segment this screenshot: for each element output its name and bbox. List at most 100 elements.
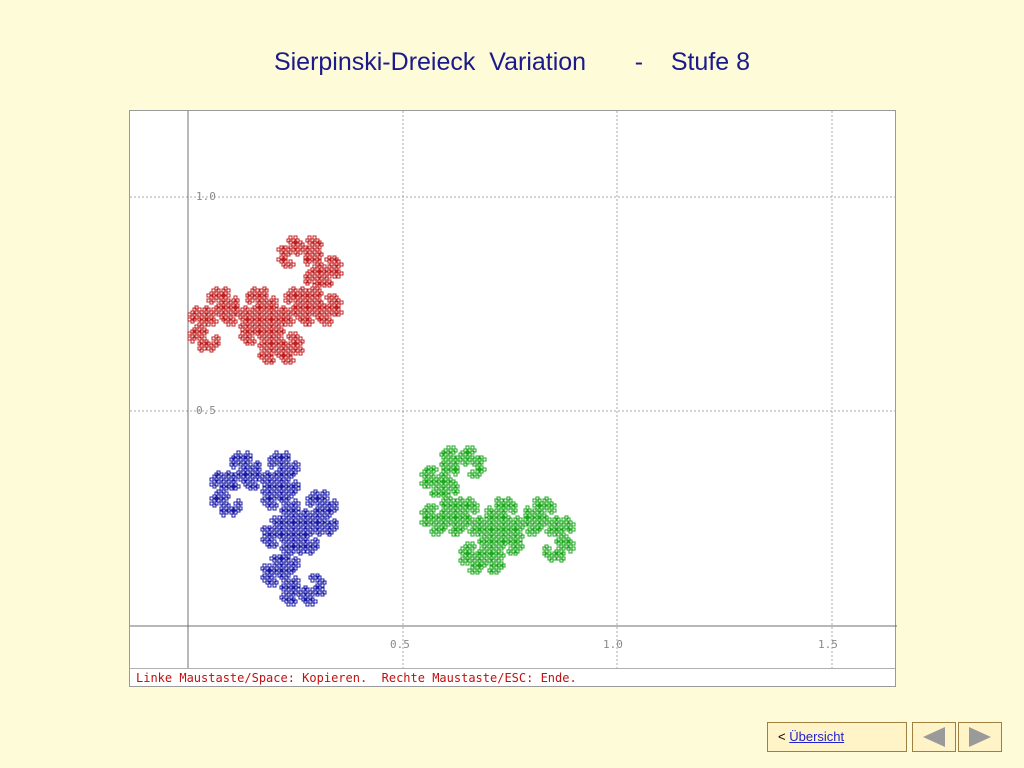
fractal-cell [431, 508, 436, 513]
fractal-cell [431, 465, 436, 470]
fractal-cell [319, 271, 324, 276]
fractal-cell [279, 250, 284, 255]
fractal-cell [274, 570, 279, 575]
fractal-cell [334, 501, 339, 506]
back-prefix: < [778, 729, 786, 744]
fractal-cell [501, 534, 506, 539]
fractal-cell [322, 508, 327, 513]
fractal-cell [327, 255, 332, 260]
fractal-green-part [419, 445, 576, 575]
fractal-cell [439, 520, 444, 525]
fractal-cell [339, 300, 344, 305]
fractal-cell [484, 508, 489, 513]
fractal-cell [231, 322, 236, 327]
fractal-cell [224, 510, 229, 515]
x-tick-label-10: 1.0 [603, 638, 623, 651]
fractal-cell [467, 558, 472, 563]
fractal-cell [262, 358, 267, 363]
fractal-cell [281, 510, 286, 515]
fractal-cell [211, 322, 216, 327]
fractal-cell [226, 322, 231, 327]
fractal-cell [281, 453, 286, 458]
fractal-cell [219, 300, 224, 305]
fractal-cell [286, 462, 291, 467]
fractal-cell [296, 467, 301, 472]
fractal-cell [451, 445, 456, 450]
axes [130, 111, 897, 668]
fractal-cell [571, 522, 576, 527]
fractal-cell [219, 510, 224, 515]
fractal-cell [479, 455, 484, 460]
fractal-cell [487, 549, 492, 554]
fractal-cell [470, 565, 475, 570]
fractal-cell [211, 336, 216, 341]
fractal-cell [470, 570, 475, 575]
fractal-cell [305, 501, 310, 506]
triangle-left-icon [923, 727, 945, 747]
fractal-cell [310, 602, 315, 607]
fractal-cell [479, 541, 484, 546]
fractal-cell [307, 303, 312, 308]
fractal-cell [250, 341, 255, 346]
fractal-cell [451, 489, 456, 494]
fractal-cell [250, 288, 255, 293]
fractal-cell [240, 322, 245, 327]
fractal-cell [187, 336, 192, 341]
fractal-cell [274, 479, 279, 484]
fractal-red-part [187, 235, 344, 365]
fractal-cell [293, 575, 298, 580]
page-title: Sierpinski-Dreieck Variation - Stufe 8 [273, 48, 751, 76]
previous-slide-button[interactable] [912, 722, 956, 752]
fractal-cell [419, 510, 424, 515]
fractal-cell [334, 520, 339, 525]
fractal-cell [296, 486, 301, 491]
fractal-cell [322, 498, 327, 503]
fractal-cell [336, 274, 341, 279]
fractal-cell [508, 498, 513, 503]
fractal-cell [269, 537, 274, 542]
fractal-cell [487, 529, 492, 534]
fractal-cell [499, 561, 504, 566]
fractal-cell [284, 470, 289, 475]
fractal-cell [271, 319, 276, 324]
fractal-cell [556, 517, 561, 522]
fractal-cell [279, 307, 284, 312]
fractal-cell [325, 491, 330, 496]
fractal-cell [250, 307, 255, 312]
fractal-cell [327, 312, 332, 317]
fractal-cell [298, 532, 303, 537]
overview-link[interactable]: Übersicht [789, 729, 845, 744]
fractal-cell [307, 279, 312, 284]
fractal-cell [422, 522, 427, 527]
fractal-cell [272, 563, 277, 568]
fractal-cell [307, 322, 312, 327]
fractal-cell [470, 532, 475, 537]
next-slide-button[interactable] [958, 722, 1002, 752]
fractal-cell [451, 513, 456, 518]
fractal-cell [253, 482, 258, 487]
fractal-cell [532, 508, 537, 513]
fractal-cell [436, 532, 441, 537]
fractal-cell [269, 360, 274, 365]
fractal-cell [267, 462, 272, 467]
fractal-cell [209, 477, 214, 482]
fractal-cell [274, 298, 279, 303]
fractal-cell [243, 339, 248, 344]
fractal-cell [310, 578, 315, 583]
fractal-cell [484, 561, 489, 566]
fractal-cell [325, 530, 330, 535]
fractal-cell [479, 460, 484, 465]
fractal-cell [319, 310, 324, 315]
fractal-cell [259, 351, 264, 356]
fractal-cell [460, 498, 465, 503]
fractal-cell [489, 570, 494, 575]
fractal-cell [511, 529, 516, 534]
fractal-cell [187, 331, 192, 336]
fractal-cell [293, 542, 298, 547]
y-tick-label-1: 1.0 [196, 190, 216, 203]
fractal-cell [327, 298, 332, 303]
fractal-cell [271, 339, 276, 344]
fractal-plot-window[interactable]: 1.0 0.5 0.5 1.0 1.5 Linke Maustaste/Spac… [129, 110, 897, 687]
fractal-cell [296, 578, 301, 583]
fractal-cell [518, 532, 523, 537]
